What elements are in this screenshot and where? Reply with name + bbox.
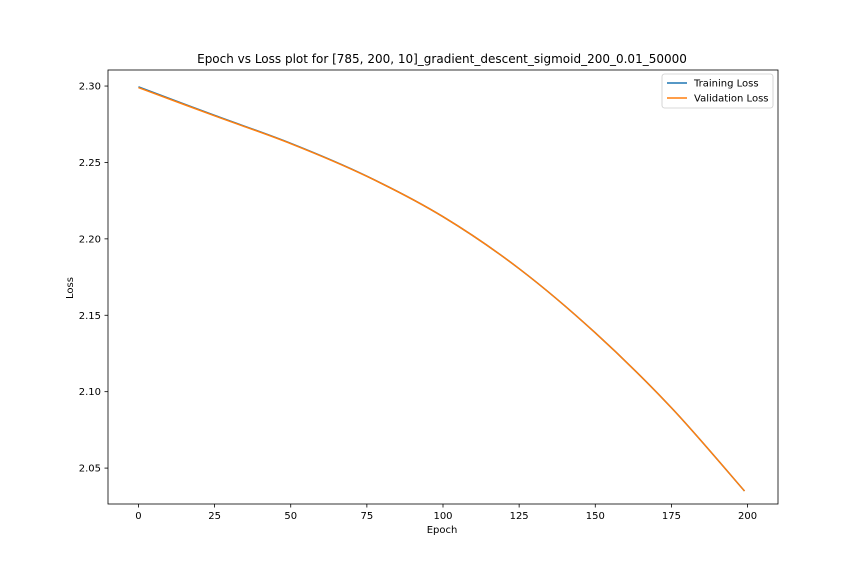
- y-tick-label: 2.10: [79, 387, 101, 398]
- series-line-validation-loss: [138, 86, 746, 492]
- x-axis-label: Epoch: [427, 525, 458, 536]
- x-tick-label: 25: [208, 511, 221, 522]
- y-axis-label: Loss: [65, 277, 76, 299]
- x-tick-label: 125: [510, 511, 529, 522]
- x-tick-label: 75: [360, 511, 373, 522]
- y-tick-label: 2.25: [79, 158, 101, 169]
- legend-label-validation-loss: Validation Loss: [694, 94, 769, 105]
- y-tick-label: 2.30: [79, 82, 101, 93]
- y-tick-label: 2.05: [79, 464, 101, 475]
- y-tick-label: 2.15: [79, 311, 101, 322]
- x-tick-label: 150: [586, 511, 605, 522]
- x-tick-label: 200: [738, 511, 757, 522]
- x-tick-label: 100: [433, 511, 452, 522]
- x-tick-label: 50: [284, 511, 297, 522]
- chart-title: Epoch vs Loss plot for [785, 200, 10]_gr…: [197, 52, 687, 66]
- legend: Training Loss Validation Loss: [661, 73, 774, 109]
- legend-box: [661, 73, 774, 109]
- legend-label-training-loss: Training Loss: [693, 79, 759, 90]
- y-tick-label: 2.20: [79, 234, 101, 245]
- plot-frame: [107, 69, 779, 505]
- x-tick-label: 175: [662, 511, 681, 522]
- series-line-training-loss: [138, 86, 746, 492]
- x-tick-label: 0: [135, 511, 141, 522]
